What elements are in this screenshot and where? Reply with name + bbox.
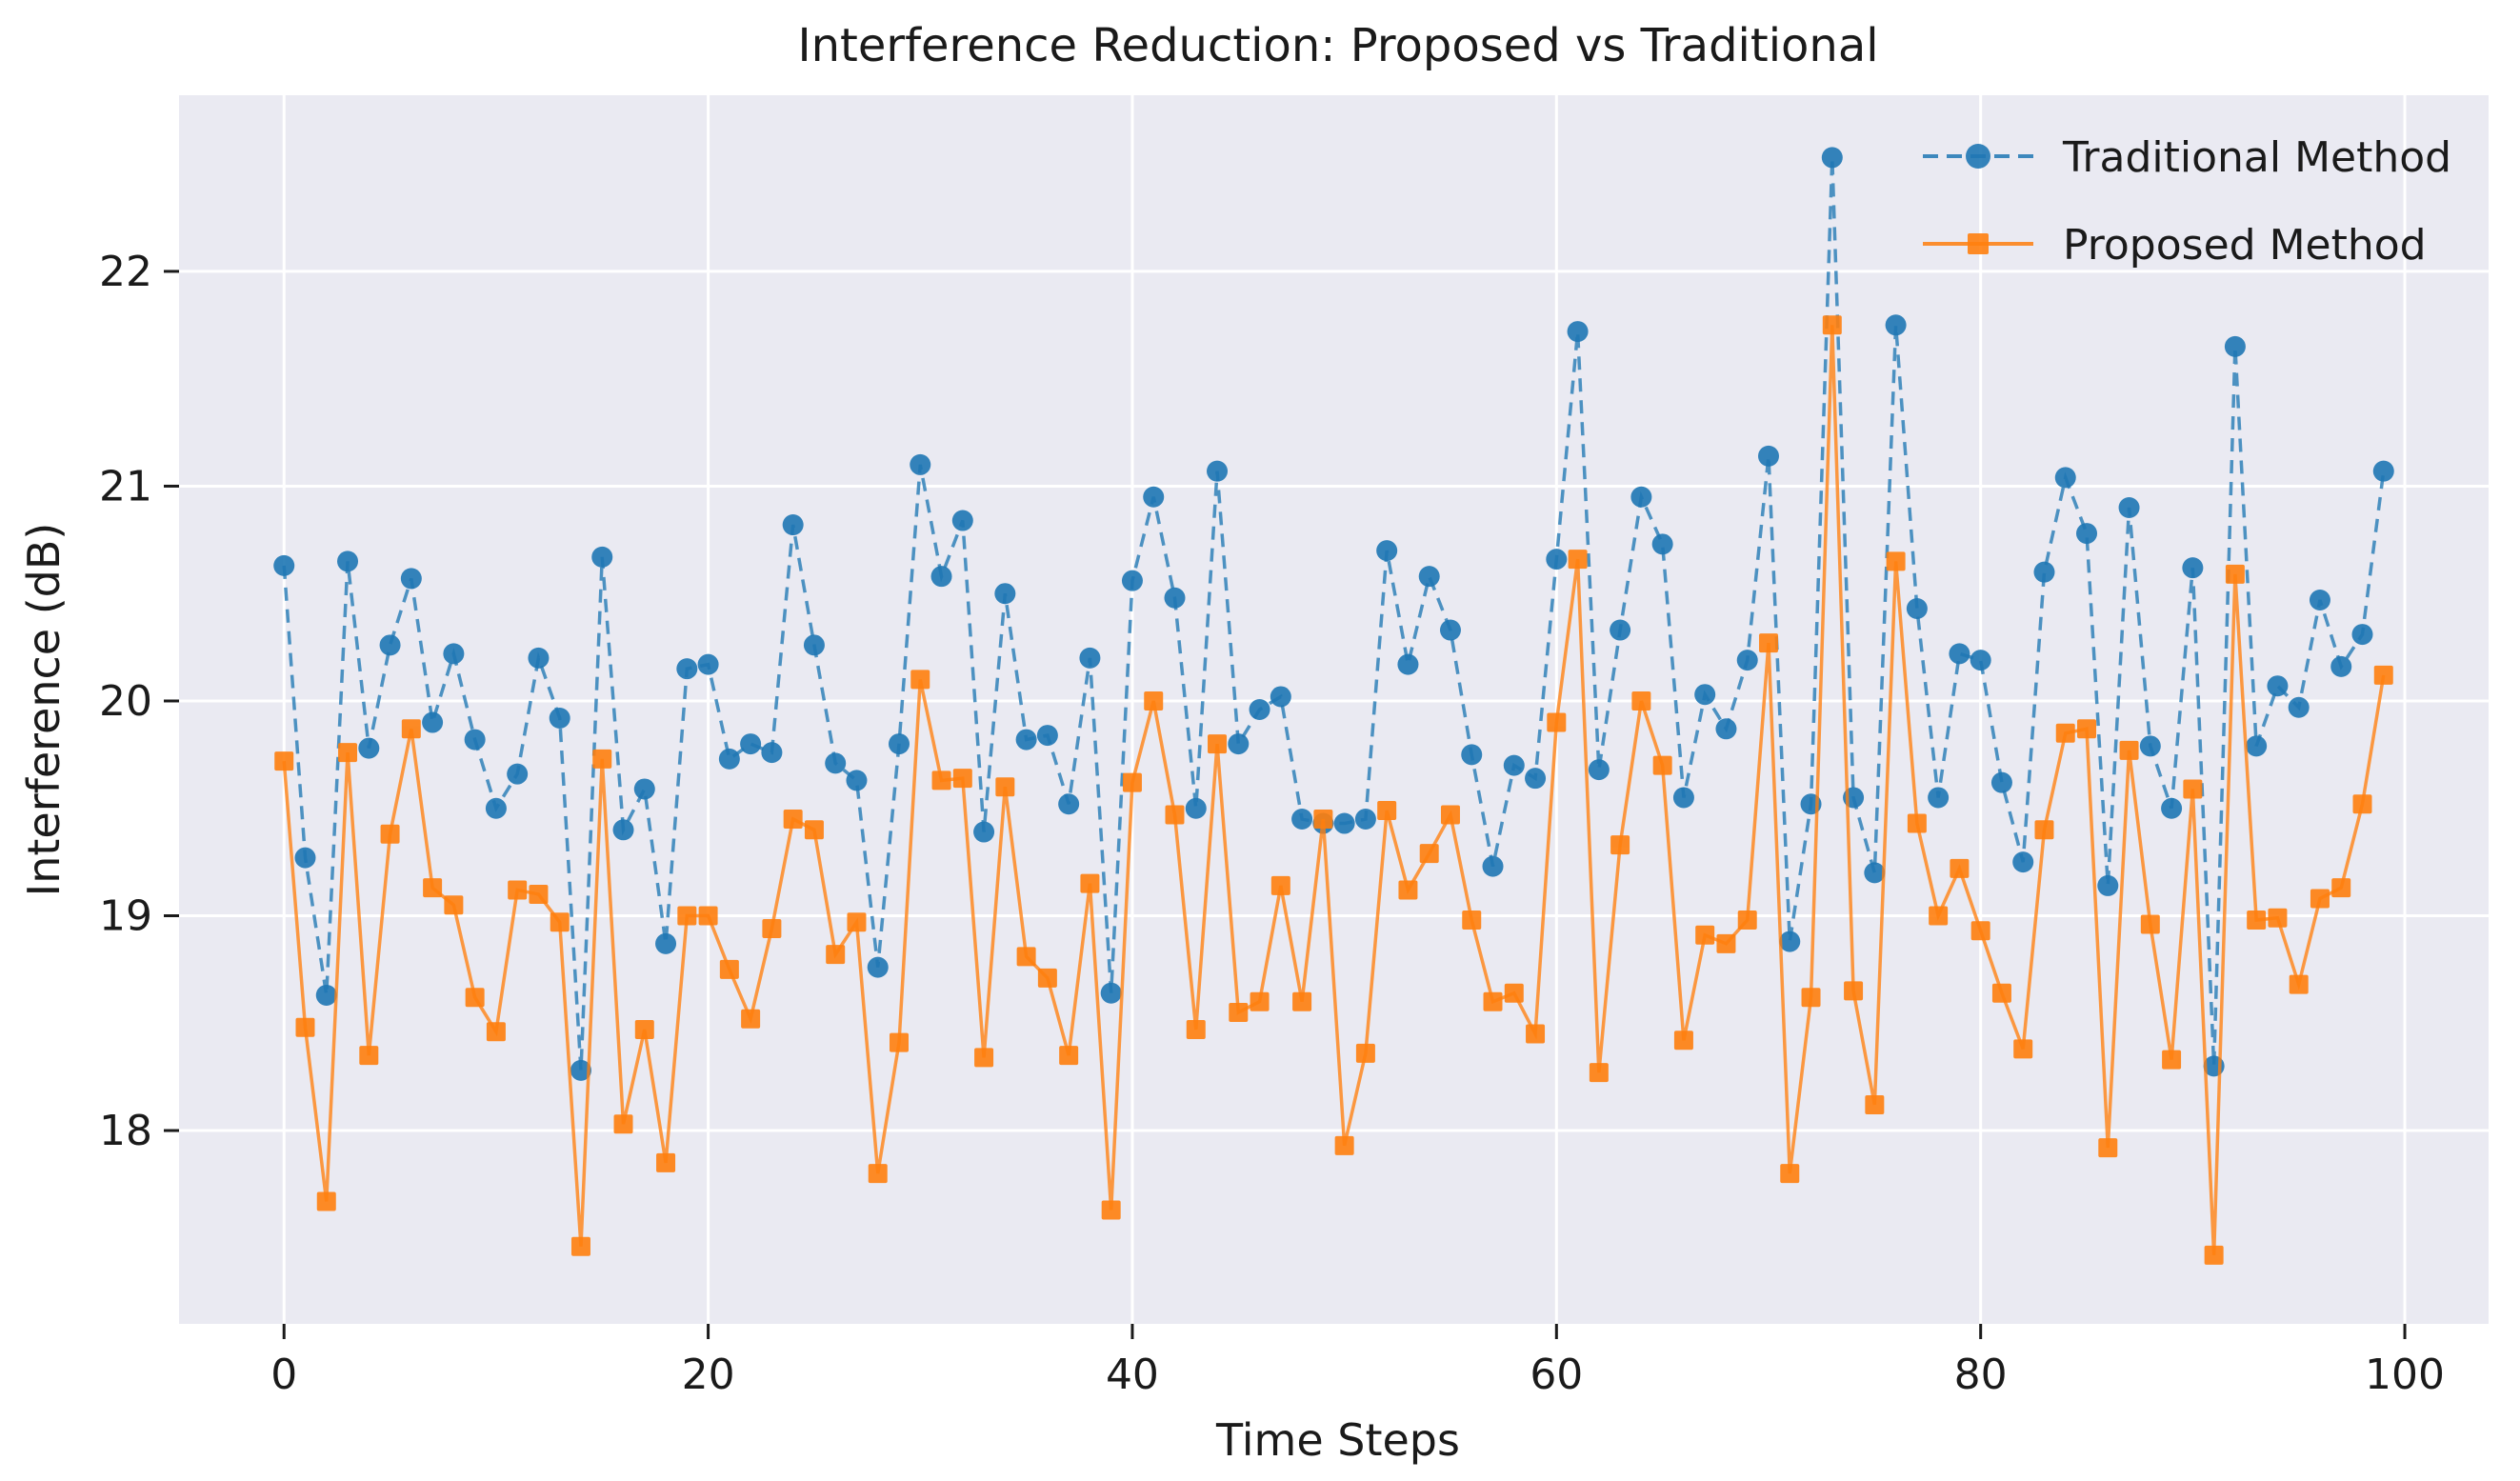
y-tick-label: 22 — [99, 248, 152, 296]
x-tick-label: 0 — [270, 1351, 297, 1399]
legend-label-proposed: Proposed Method — [2063, 221, 2427, 270]
legend-square-marker-icon — [1968, 233, 1989, 254]
plot-area — [179, 95, 2489, 1324]
x-tick-label: 80 — [1954, 1351, 2008, 1399]
series-layer — [273, 147, 2394, 1265]
y-tick-label: 21 — [99, 462, 152, 510]
y-tick-label: 18 — [99, 1107, 152, 1155]
y-tick-label: 20 — [99, 677, 152, 726]
x-tick-label: 60 — [1530, 1351, 1583, 1399]
tick-labels: 0 20 40 60 80 100 18 19 20 21 22 — [99, 248, 2445, 1399]
legend-entry-proposed: Proposed Method — [1923, 221, 2427, 270]
x-tick-label: 20 — [682, 1351, 735, 1399]
x-axis-label: Time Steps — [1215, 1414, 1460, 1466]
series-markers-proposed — [274, 315, 2393, 1265]
y-tick-label: 19 — [99, 892, 152, 941]
x-tick-label: 100 — [2365, 1351, 2445, 1399]
chart-title: Interference Reduction: Proposed vs Trad… — [797, 19, 1878, 72]
legend-circle-marker-icon — [1966, 144, 1990, 169]
legend-entry-traditional: Traditional Method — [1923, 133, 2451, 182]
y-axis-label: Interference (dB) — [18, 523, 70, 897]
legend: Traditional Method Proposed Method — [1923, 133, 2451, 270]
legend-label-traditional: Traditional Method — [2062, 133, 2451, 182]
x-tick-label: 40 — [1106, 1351, 1159, 1399]
series-markers-traditional — [273, 147, 2394, 1081]
gridlines — [179, 95, 2489, 1324]
